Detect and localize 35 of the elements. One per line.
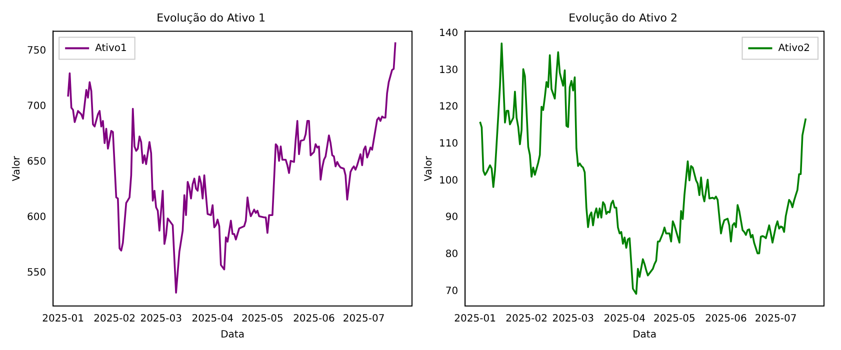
y-tick-label: 650 — [26, 156, 46, 168]
y-tick-label: 750 — [26, 46, 46, 57]
y-tick-label: 130 — [438, 64, 458, 76]
x-tick-label: 2025-07 — [754, 314, 797, 325]
y-tick-label: 100 — [438, 175, 458, 186]
x-tick-label: 2025-01 — [42, 314, 84, 325]
x-tick-label: 2025-04 — [604, 314, 646, 325]
y-axis-title: Valor — [424, 155, 435, 182]
x-tick-label: 2025-06 — [705, 314, 747, 325]
legend-label: Ativo2 — [778, 42, 810, 54]
chart-title: Evolução do Ativo 1 — [156, 11, 266, 24]
y-tick-label: 110 — [438, 138, 458, 150]
x-tick-label: 2025-05 — [654, 314, 696, 325]
x-tick-label: 2025-01 — [454, 314, 496, 325]
y-tick-label: 80 — [445, 249, 458, 260]
x-tick-label: 2025-03 — [552, 314, 594, 325]
x-axis-title: Data — [632, 330, 656, 341]
x-tick-label: 2025-05 — [242, 314, 284, 325]
y-axis-title: Valor — [12, 155, 23, 182]
x-axis-title: Data — [220, 330, 244, 341]
x-tick-label: 2025-07 — [342, 314, 385, 325]
y-tick-label: 70 — [445, 286, 458, 297]
x-tick-label: 2025-02 — [94, 314, 136, 325]
chart-title: Evolução do Ativo 2 — [568, 11, 678, 24]
y-tick-label: 120 — [438, 102, 458, 113]
y-tick-label: 90 — [445, 212, 458, 224]
y-tick-label: 550 — [26, 267, 46, 278]
y-tick-label: 700 — [26, 101, 46, 112]
x-tick-label: 2025-06 — [293, 314, 335, 325]
y-tick-label: 140 — [438, 28, 458, 40]
x-tick-label: 2025-03 — [140, 314, 182, 325]
x-tick-label: 2025-02 — [506, 314, 548, 325]
x-tick-label: 2025-04 — [192, 314, 234, 325]
legend-label: Ativo1 — [95, 42, 127, 54]
y-tick-label: 600 — [26, 212, 46, 223]
